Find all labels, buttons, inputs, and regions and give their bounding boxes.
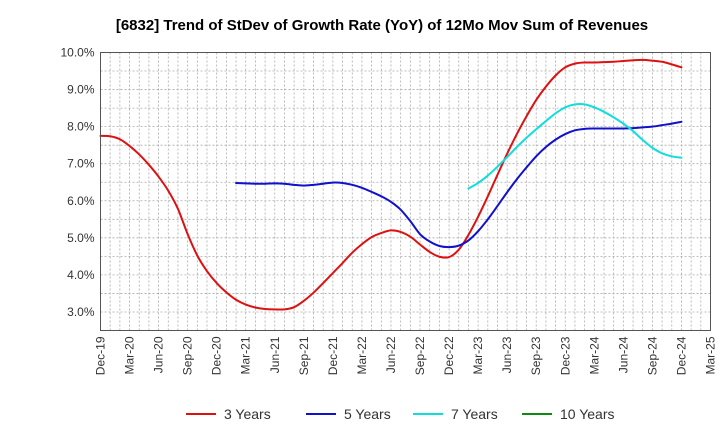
series-line-7-years	[467, 103, 683, 190]
y-tick-label: 7.0%	[67, 157, 95, 171]
x-tick-label: Mar-22	[355, 336, 369, 374]
x-tick-label: Dec-19	[94, 336, 108, 375]
x-tick-label: Mar-20	[123, 336, 137, 374]
x-tick-label: Jun-21	[268, 336, 282, 373]
plot-border	[100, 52, 711, 331]
x-tick-label: Dec-23	[558, 336, 572, 375]
x-tick-label: Sep-23	[529, 336, 543, 375]
x-tick-label: Mar-25	[704, 336, 718, 374]
y-tick-label: 8.0%	[67, 120, 95, 134]
x-tick-label: Mar-23	[471, 336, 485, 374]
x-tick-label: Sep-21	[297, 336, 311, 375]
legend-label-3-years: 3 Years	[224, 406, 271, 422]
x-tick-label: Sep-20	[181, 336, 195, 375]
legend-label-7-years: 7 Years	[451, 406, 498, 422]
x-tick-label: Dec-21	[326, 336, 340, 375]
y-axis: 3.0% 4.0% 5.0% 6.0% 7.0% 8.0% 9.0% 10.0%	[60, 46, 94, 319]
x-tick-label: Mar-24	[587, 336, 601, 374]
y-tick-label: 9.0%	[67, 83, 95, 97]
legend-label-10-years: 10 Years	[560, 406, 615, 422]
y-tick-label: 5.0%	[67, 231, 95, 245]
y-tick-label: 3.0%	[67, 305, 95, 319]
legend-label-5-years: 5 Years	[344, 406, 391, 422]
legend: 3 Years 5 Years 7 Years 10 Years	[186, 406, 615, 422]
series-line-5-years	[235, 120, 683, 249]
gridlines	[100, 52, 711, 331]
x-tick-label: Dec-20	[210, 336, 224, 375]
chart-title: [6832] Trend of StDev of Growth Rate (Yo…	[116, 17, 648, 34]
plot-area	[100, 52, 711, 331]
y-tick-label: 10.0%	[60, 46, 94, 60]
x-tick-label: Sep-22	[413, 336, 427, 375]
series-lines	[99, 58, 683, 311]
x-tick-label: Jun-22	[384, 336, 398, 373]
x-tick-label: Dec-22	[442, 336, 456, 375]
x-tick-label: Jun-24	[616, 336, 630, 373]
x-tick-label: Mar-21	[239, 336, 253, 374]
x-tick-label: Jun-23	[500, 336, 514, 373]
x-tick-label: Dec-24	[674, 336, 688, 375]
x-tick-label: Jun-20	[152, 336, 166, 373]
y-tick-label: 4.0%	[67, 268, 95, 282]
y-tick-label: 6.0%	[67, 194, 95, 208]
x-axis: Dec-19 Mar-20 Jun-20 Sep-20 Dec-20 Mar-21 Jun-…	[94, 336, 718, 375]
x-tick-label: Sep-24	[645, 336, 659, 375]
series-line-3-years	[99, 58, 683, 311]
